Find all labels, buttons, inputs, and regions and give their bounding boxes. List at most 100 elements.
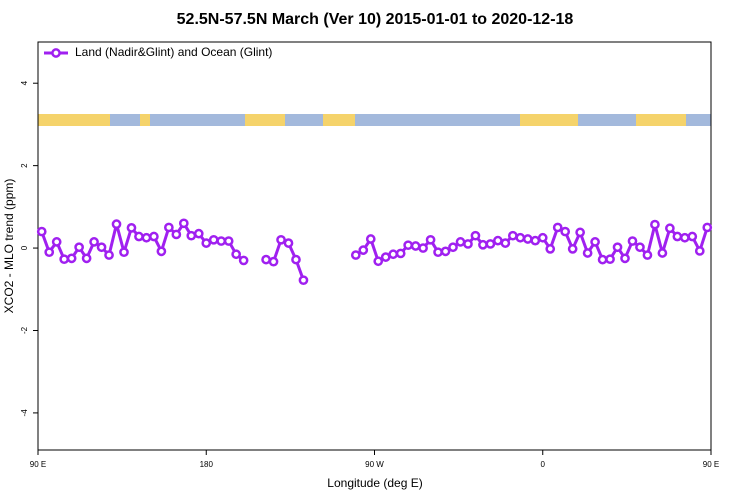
data-point: [635, 242, 645, 253]
data-point: [186, 230, 197, 241]
data-point: [388, 249, 399, 260]
data-point: [36, 226, 47, 237]
data-point: [537, 232, 548, 243]
data-point: [66, 253, 77, 264]
strip-ocean: [110, 114, 140, 126]
data-point: [455, 237, 466, 247]
data-point: [193, 228, 204, 239]
data-point: [276, 234, 286, 245]
data-point: [582, 248, 593, 258]
data-point: [425, 234, 436, 245]
y-axis-label: XCO2 - MLO trend (ppm): [2, 179, 16, 314]
data-point: [448, 242, 458, 253]
x-tick-label: 90 E: [30, 460, 46, 469]
data-point: [545, 244, 556, 254]
data-point: [440, 246, 451, 257]
data-line: [40, 221, 709, 281]
strip-ocean: [355, 114, 520, 126]
data-point: [552, 222, 563, 233]
data-point: [261, 254, 271, 265]
data-point: [522, 234, 533, 244]
data-point: [403, 240, 413, 251]
data-point: [433, 247, 443, 258]
data-point: [687, 231, 698, 242]
data-point: [694, 246, 705, 256]
data-point: [149, 231, 159, 242]
x-tick-label: 0: [541, 460, 546, 469]
data-point: [575, 227, 585, 238]
data-point: [291, 254, 301, 265]
data-point: [178, 218, 189, 229]
data-point: [590, 237, 600, 247]
data-point: [201, 238, 212, 248]
y-tick-label: -4: [20, 409, 29, 417]
data-point: [395, 248, 406, 259]
data-point: [418, 243, 428, 253]
data-point: [500, 238, 511, 248]
strip-ocean: [150, 114, 245, 126]
data-point: [283, 238, 294, 248]
data-point: [119, 247, 129, 258]
data-point: [134, 231, 144, 242]
data-point: [470, 230, 481, 241]
data-point: [560, 226, 571, 237]
legend-label: Land (Nadir&Glint) and Ocean (Glint): [75, 45, 272, 59]
data-point: [612, 242, 623, 253]
data-point: [515, 232, 526, 243]
land-ocean-strip: [38, 114, 711, 126]
y-tick-label: 4: [20, 80, 29, 85]
data-point: [74, 242, 84, 253]
data-point: [164, 222, 174, 233]
data-point: [51, 237, 62, 247]
data-point: [216, 236, 227, 246]
data-point: [156, 246, 167, 257]
data-point: [702, 222, 713, 233]
data-point: [298, 275, 309, 286]
data-point: [89, 237, 99, 247]
data-point: [627, 236, 638, 246]
y-tick-label: 0: [20, 245, 29, 250]
data-point: [104, 250, 114, 260]
data-point: [231, 249, 242, 260]
data-point: [96, 242, 107, 253]
data-point: [657, 248, 668, 258]
strip-ocean: [686, 114, 711, 126]
data-point: [463, 239, 473, 249]
data-point: [223, 236, 234, 246]
y-tick-label: -2: [20, 326, 29, 334]
data-point: [141, 232, 152, 243]
data-point: [171, 229, 182, 240]
x-tick-label: 90 E: [703, 460, 719, 469]
data-point: [567, 244, 578, 254]
data-point: [642, 250, 653, 260]
data-point: [81, 253, 92, 264]
data-point: [111, 219, 122, 230]
data-point: [679, 232, 690, 243]
data-point: [380, 252, 391, 262]
data-point: [665, 223, 675, 234]
data-point: [365, 234, 376, 244]
data-point: [208, 234, 219, 245]
data-point: [605, 254, 615, 265]
x-tick-label: 180: [200, 460, 214, 469]
data-point: [358, 245, 369, 255]
data-point: [268, 256, 279, 267]
data-point: [672, 231, 683, 242]
data-point: [507, 230, 518, 241]
data-point: [650, 219, 660, 230]
data-point: [485, 239, 496, 249]
data-point: [59, 254, 70, 265]
data-point: [44, 247, 55, 258]
x-axis-label: Longitude (deg E): [327, 476, 422, 490]
strip-ocean: [285, 114, 323, 126]
data-point: [373, 256, 384, 267]
legend-marker: [51, 48, 61, 58]
data-point: [493, 235, 503, 246]
data-point: [620, 253, 630, 264]
x-tick-label: 90 W: [365, 460, 384, 469]
data-point: [530, 235, 541, 246]
data-point: [597, 254, 608, 265]
strip-ocean: [578, 114, 636, 126]
